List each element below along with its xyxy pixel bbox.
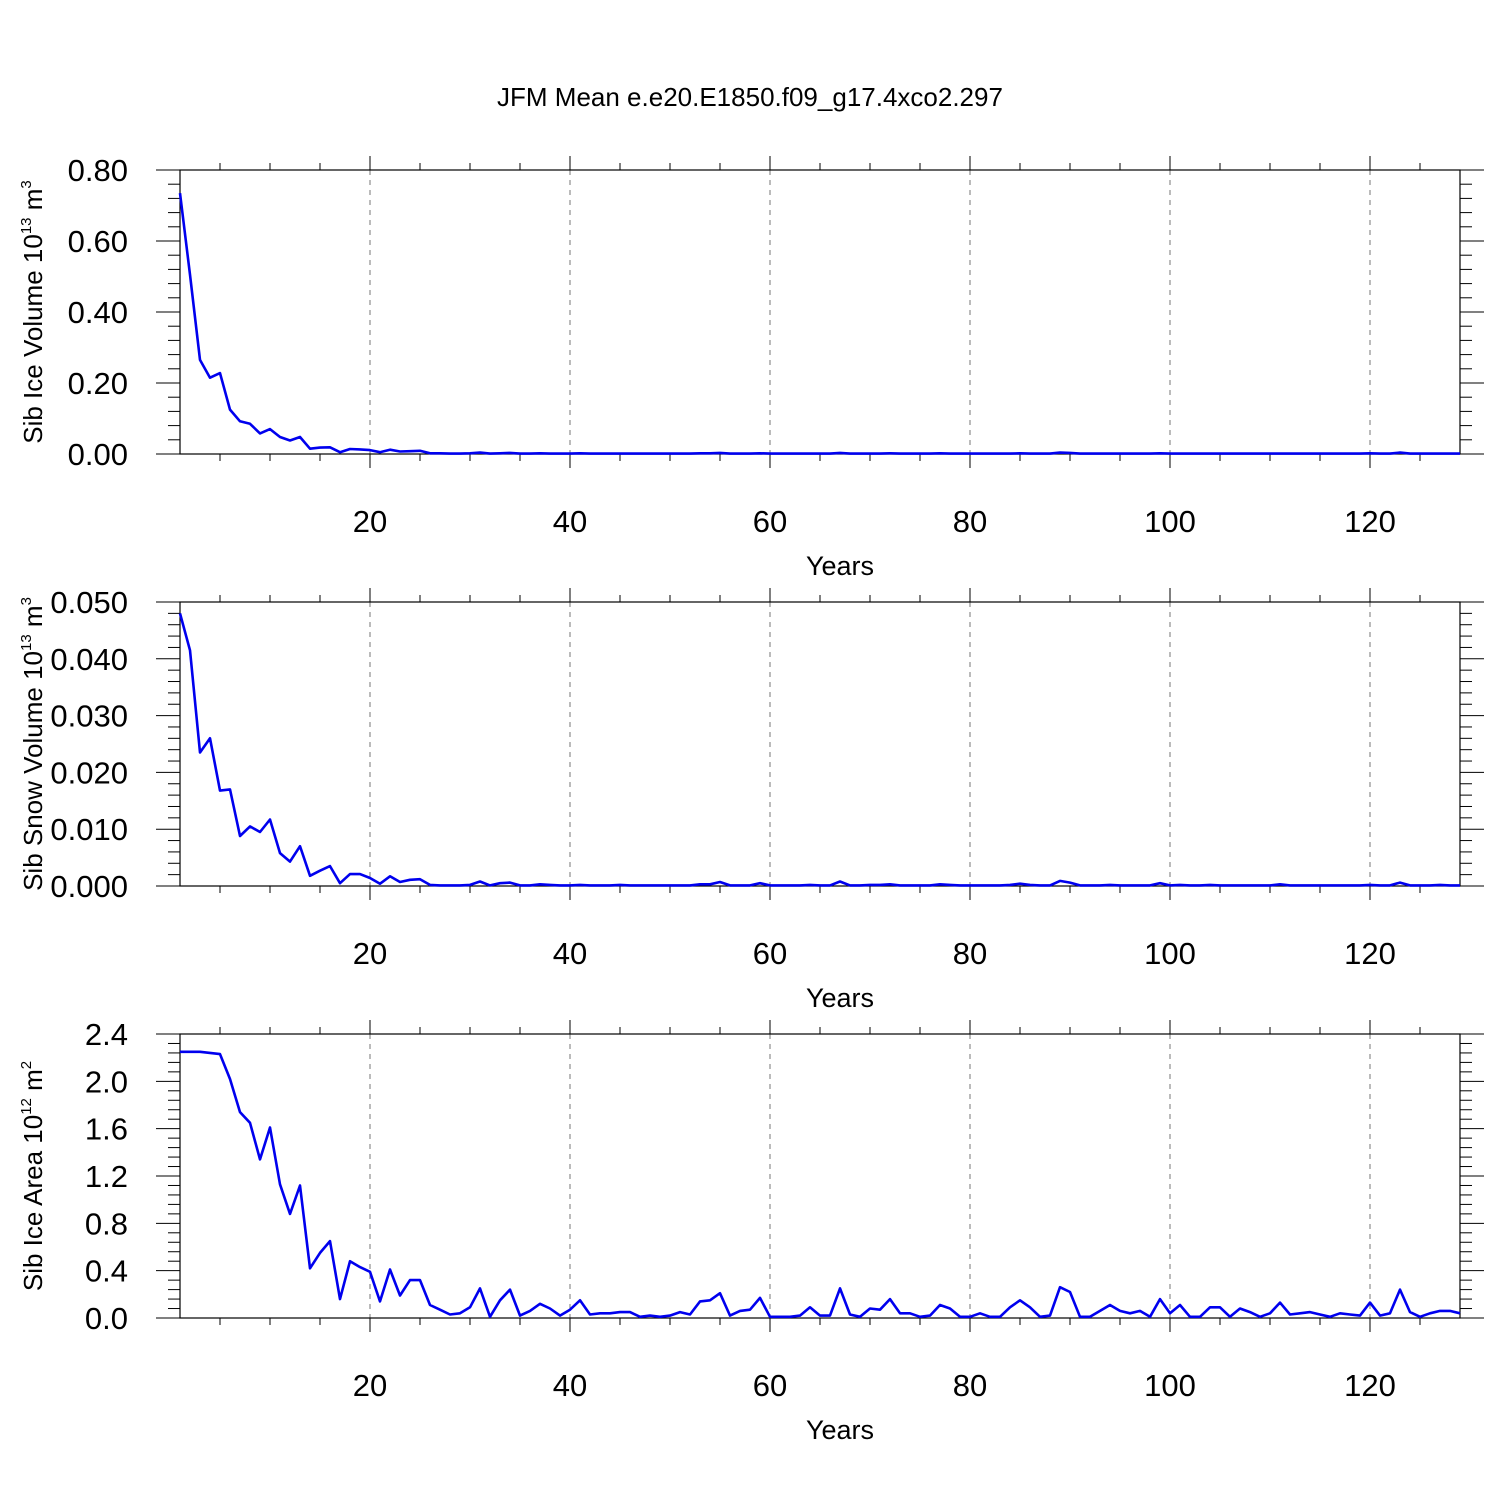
ice-volume-ytick-label: 0.00 [68,437,128,472]
ice-area-xtick-label: 120 [1344,1368,1396,1403]
snow-volume-xtick-label: 20 [353,936,387,971]
ylabel-text: Sib Ice Volume 10 [18,234,48,444]
ylabel-unit: m [18,189,48,218]
ice-volume-series-line [178,192,1460,455]
ylabel-unit: m [18,1069,48,1098]
snow-volume-ytick-label: 0.030 [50,699,128,734]
ice-area-series-line [180,1050,1461,1319]
ice-area-xtick-label: 40 [553,1368,587,1403]
snow-volume-ytick-label: 0.000 [50,869,128,904]
ice-area-xtick-label: 100 [1144,1368,1196,1403]
ice-volume-panel: 20 40 60 80 100 120 0.00 0.20 0.40 0.60 0.80 Years S… [18,153,1484,581]
ice-area-xtick-label: 60 [753,1368,787,1403]
ice-volume-xlabel: Years [806,551,874,581]
snow-volume-plot-frame [179,601,1461,887]
ice-area-xtick-label: 80 [953,1368,987,1403]
ice-volume-ytick-label: 0.80 [68,153,128,188]
snow-volume-xtick-label: 100 [1144,936,1196,971]
snow-volume-panel: 20 40 60 80 100 120 0.000 0.010 0.020 0.030 0.040 0… [18,585,1484,1013]
snow-volume-xtick-label: 120 [1344,936,1396,971]
snow-volume-xlabel: Years [806,983,874,1013]
ice-area-xlabel: Years [806,1415,874,1445]
ice-area-ytick-label: 0.8 [85,1206,128,1241]
ice-area-panel: 20 40 60 80 100 120 0.0 0.4 0.8 1.2 1.6 2.0 2.4 Years… [18,1017,1484,1445]
ice-area-ytick-label: 1.6 [85,1112,128,1147]
snow-volume-xtick-label: 40 [553,936,587,971]
ice-volume-xtick-label: 20 [353,504,387,539]
ylabel-text: Sib Ice Area 10 [18,1115,48,1291]
snow-volume-xtick-label: 80 [953,936,987,971]
ice-area-ytick-label: 2.0 [85,1064,128,1099]
figure-title: JFM Mean e.e20.E1850.f09_g17.4xco2.297 [497,82,1003,112]
ice-area-ytick-label: 2.4 [85,1017,128,1052]
ylabel-exponent: 12 [18,1098,35,1115]
ice-volume-ytick-label: 0.60 [68,224,128,259]
ice-volume-xtick-label: 120 [1344,504,1396,539]
ice-volume-plot-frame [179,169,1461,455]
ylabel-unit-exponent: 2 [18,1061,35,1069]
ylabel-exponent: 13 [18,217,35,234]
ice-volume-xtick-label: 80 [953,504,987,539]
ylabel-unit-exponent: 3 [18,597,35,605]
ylabel-unit: m [18,605,48,634]
snow-volume-series-line [178,613,1460,887]
ylabel-exponent: 13 [18,634,35,651]
ice-volume-xtick-label: 40 [553,504,587,539]
snow-volume-ytick-label: 0.010 [50,812,128,847]
snow-volume-ylabel: Sib Snow Volume 1013 m3 [18,597,48,891]
ice-volume-ytick-label: 0.40 [68,295,128,330]
snow-volume-xtick-label: 60 [753,936,787,971]
ylabel-unit-exponent: 3 [18,180,35,188]
ice-volume-xtick-label: 100 [1144,504,1196,539]
ice-area-xtick-label: 20 [353,1368,387,1403]
snow-volume-ytick-label: 0.040 [50,642,128,677]
ice-area-ytick-label: 0.4 [85,1254,128,1289]
ylabel-text: Sib Snow Volume 10 [18,651,48,891]
ice-volume-ytick-label: 0.20 [68,366,128,401]
snow-volume-ytick-label: 0.050 [50,585,128,620]
ice-volume-ylabel: Sib Ice Volume 1013 m3 [18,180,48,444]
snow-volume-ytick-label: 0.020 [50,755,128,790]
ice-area-ylabel: Sib Ice Area 1012 m2 [18,1061,48,1291]
ice-volume-xtick-label: 60 [753,504,787,539]
ice-area-ytick-label: 1.2 [85,1159,128,1194]
ice-area-ytick-label: 0.0 [85,1301,128,1336]
